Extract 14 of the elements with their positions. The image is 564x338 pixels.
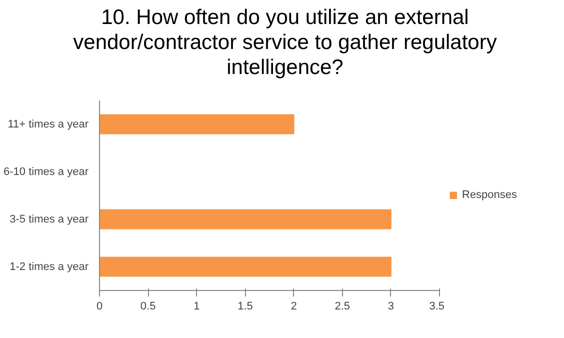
x-tick-label: 2 — [290, 300, 297, 312]
x-tick-label: 3.5 — [429, 300, 445, 312]
x-tick-label: 3 — [388, 300, 394, 312]
x-tick-label: 0 — [96, 300, 103, 312]
x-tick-label: 2.5 — [334, 300, 350, 312]
chart-title: 10. How often do you utilize an external vendor/contractor service to gather regulatory intelligence? — [73, 5, 497, 80]
y-tick-label: 6-10 times a year — [4, 166, 89, 178]
x-tick-label: 1.5 — [238, 300, 253, 312]
x-tick-label: 0.5 — [140, 300, 156, 312]
legend-label: Responses — [462, 189, 518, 201]
y-tick-label: 1-2 times a year — [10, 260, 89, 273]
x-tick-label: 1 — [194, 300, 200, 312]
y-tick-label: 3-5 times a year — [10, 213, 89, 226]
y-tick-label: 11+ times a year — [8, 118, 89, 130]
